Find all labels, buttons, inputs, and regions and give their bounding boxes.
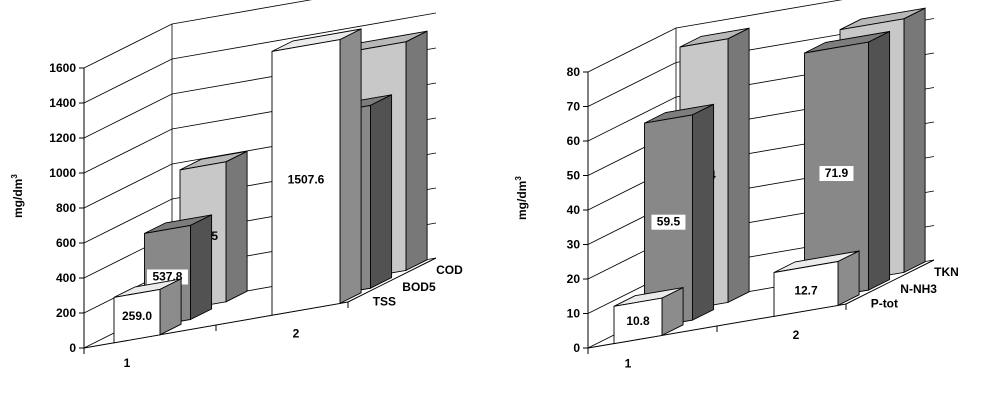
y-tick-label: 600 [56, 236, 76, 250]
depth-axis-line [347, 257, 437, 303]
y-tick-label: 50 [567, 169, 581, 183]
y-tick-label: 1000 [49, 166, 76, 180]
bar-side [903, 7, 926, 274]
bar-side [405, 30, 428, 272]
y-tick-label: 60 [567, 134, 581, 148]
y-tick-label: 400 [56, 271, 76, 285]
bar-front [773, 260, 839, 317]
depth-category-label: N-NH3 [900, 282, 937, 296]
depth-category-label: P-tot [871, 297, 898, 311]
y-tick-label: 30 [567, 238, 581, 252]
y-tick-label: 70 [567, 100, 581, 114]
data-label: 1507.6 [288, 172, 325, 186]
x-category-label: 2 [793, 328, 800, 342]
bar-side [339, 28, 362, 305]
y-tick-label: 0 [573, 341, 580, 355]
bar-side [727, 27, 750, 304]
x-category-label: 1 [625, 356, 632, 370]
bar: 10.8 [613, 286, 684, 345]
y-tick-label: 1200 [49, 131, 76, 145]
chart-1: 0 200 400 600 800 1000 1200 1400 1600 mg/dm3 1 2 TSS… [10, 0, 463, 370]
data-label: 12.7 [794, 283, 818, 297]
bar: 1507.6 [271, 28, 362, 316]
bar-side [190, 214, 213, 321]
data-label: 10.8 [626, 314, 650, 328]
bar: 71.9 [804, 30, 891, 302]
y-tick-label: 200 [56, 306, 76, 320]
y-tick-label: 10 [567, 307, 581, 321]
depth-axis-line [845, 259, 935, 305]
bar-side [370, 94, 393, 289]
y-tick-label: 80 [567, 65, 581, 79]
x-category-label: 1 [124, 356, 131, 370]
bar-side [868, 30, 891, 291]
y-tick-label: 20 [567, 272, 581, 286]
x-category-label: 2 [293, 326, 300, 340]
data-label-bg [651, 214, 686, 230]
data-label: 59.5 [657, 215, 681, 229]
bar: 59.5 [644, 103, 715, 329]
bar: 12.7 [773, 250, 860, 317]
depth-category-label: TSS [373, 295, 396, 309]
bar-side [225, 150, 248, 303]
y-tick-label: 800 [56, 201, 76, 215]
y-tick-label: 1400 [49, 96, 76, 110]
data-label: 71.9 [825, 166, 849, 180]
y-tick-label: 1600 [49, 61, 76, 75]
y-tick-label: 0 [69, 341, 76, 355]
bar-side [692, 103, 715, 321]
data-label-bg [819, 166, 854, 182]
y-axis-label: mg/dm3 [514, 176, 529, 220]
bar: 259.0 [113, 278, 182, 344]
depth-category-label: TKN [934, 265, 959, 279]
bar-front [271, 39, 341, 316]
bar: 537.8 [144, 214, 213, 329]
depth-category-label: COD [436, 263, 463, 277]
depth-category-label: BOD5 [402, 280, 436, 294]
bar-front [113, 288, 161, 344]
chart-2: 01020304050607080mg/dm312P-totN-NH3TKN76… [514, 0, 959, 370]
data-label: 259.0 [122, 309, 152, 323]
y-tick-label: 40 [567, 203, 581, 217]
bar-front [613, 297, 663, 345]
y-axis-label: mg/dm3 [10, 174, 25, 218]
